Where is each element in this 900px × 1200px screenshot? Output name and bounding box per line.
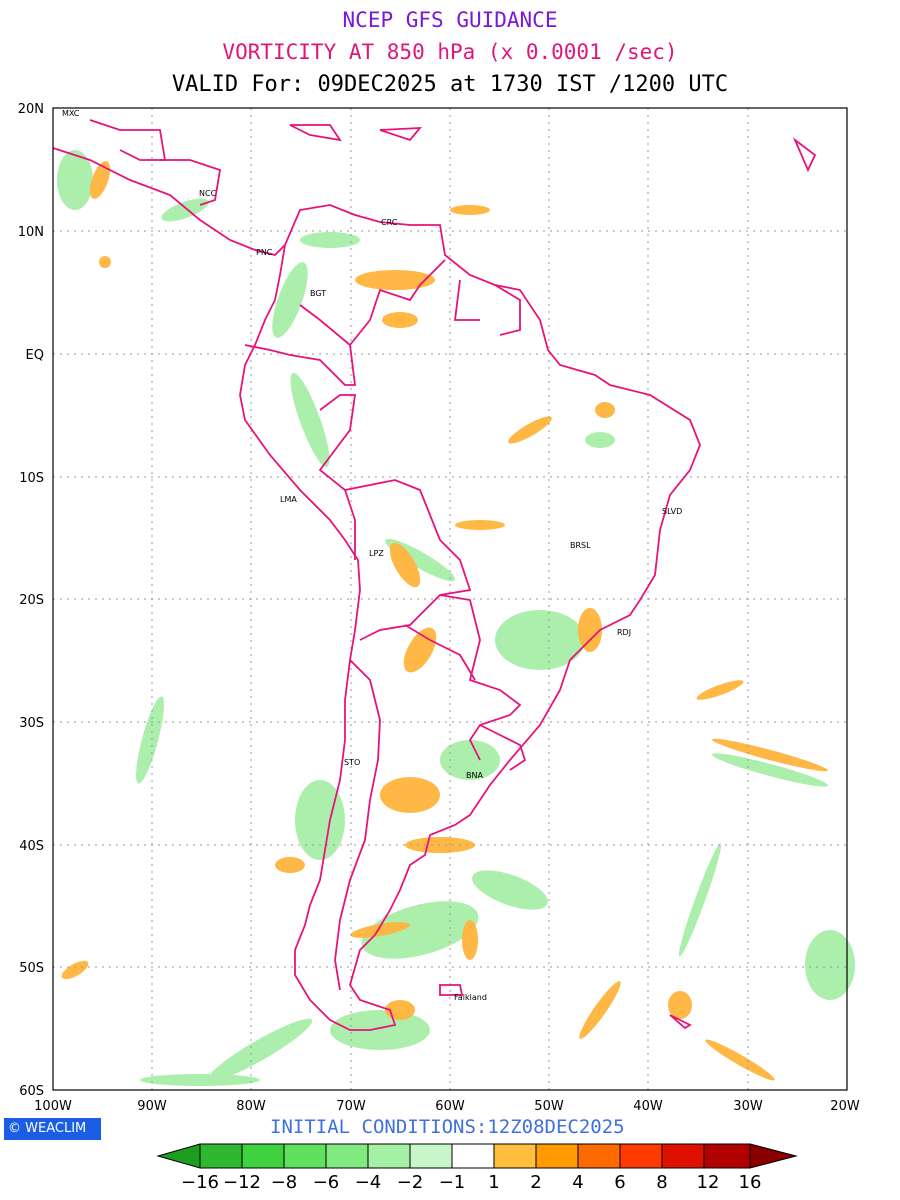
vorticity-field <box>57 150 855 1086</box>
city-label-lma: LMA <box>280 495 297 504</box>
colorbar-bin <box>241 1143 285 1169</box>
colorbar-label: −6 <box>313 1172 340 1193</box>
colorbar-bin <box>451 1143 495 1169</box>
lat-label: 10S <box>19 471 44 486</box>
colorbar-bin <box>409 1143 453 1169</box>
lon-label: 40W <box>633 1099 663 1114</box>
city-label-ncc: NCC <box>199 189 217 198</box>
map-grid <box>53 108 847 1090</box>
colorbar-bin <box>493 1143 537 1169</box>
lon-label: 50W <box>534 1099 564 1114</box>
lon-label: 20W <box>830 1099 860 1114</box>
lat-label: 20S <box>19 593 44 608</box>
city-label-brsl: BRSL <box>570 541 591 550</box>
city-label-slvd: SLVD <box>662 507 682 516</box>
lon-label: 100W <box>34 1099 72 1114</box>
colorbar-label: 1 <box>488 1172 499 1193</box>
valid-time: VALID For: 09DEC2025 at 1730 IST /1200 U… <box>171 72 729 97</box>
colorbar-label: −1 <box>439 1172 466 1193</box>
colorbar-label: −12 <box>223 1172 261 1193</box>
country-boundaries <box>52 119 817 1031</box>
city-label-sto: STO <box>344 758 360 767</box>
map-subtitle: VORTICITY AT 850 hPa (x 0.0001 /sec) <box>222 40 678 64</box>
colorbar-label: −2 <box>397 1172 424 1193</box>
initial-conditions: INITIAL CONDITIONS:12Z08DEC2025 <box>270 1116 625 1138</box>
city-label-rdj: RDJ <box>617 628 631 637</box>
lat-label: 10N <box>18 225 44 240</box>
city-label-pnc: PNC <box>256 248 273 257</box>
colorbar-label: 2 <box>530 1172 541 1193</box>
lon-label: 70W <box>336 1099 366 1114</box>
city-label-bna: BNA <box>466 771 483 780</box>
lon-label: 80W <box>236 1099 266 1114</box>
colorbar-bin <box>535 1143 579 1169</box>
lat-label: 40S <box>19 839 44 854</box>
colorbar-bin <box>325 1143 369 1169</box>
lat-label: EQ <box>26 348 44 363</box>
colorbar-label: −16 <box>181 1172 219 1193</box>
colorbar-bin <box>703 1143 751 1169</box>
lat-label: 60S <box>19 1084 44 1099</box>
colorbar-right-arrow <box>749 1143 798 1169</box>
colorbar-bin <box>283 1143 327 1169</box>
city-label-bgt: BGT <box>310 289 326 298</box>
lat-label: 20N <box>18 102 44 117</box>
colorbar-bin <box>661 1143 705 1169</box>
city-label-crc: CRC <box>381 218 398 227</box>
map-frame <box>52 107 848 1091</box>
colorbar-label: 16 <box>739 1172 762 1193</box>
colorbar-label: 12 <box>697 1172 720 1193</box>
weaclim-logo: © WEACLIM <box>4 1118 101 1140</box>
colorbar-label: 6 <box>614 1172 625 1193</box>
city-label-mxc: MXC <box>62 109 80 118</box>
colorbar-bin <box>577 1143 621 1169</box>
colorbar-label: 4 <box>572 1172 583 1193</box>
colorbar-bin <box>199 1143 243 1169</box>
colorbar-label: 8 <box>656 1172 667 1193</box>
lon-label: 60W <box>435 1099 465 1114</box>
map-title: NCEP GFS GUIDANCE <box>342 8 558 32</box>
lat-label: 50S <box>19 961 44 976</box>
colorbar-bin <box>367 1143 411 1169</box>
city-label-lpz: LPZ <box>369 549 384 558</box>
lat-label: 30S <box>19 716 44 731</box>
colorbar-label: −4 <box>355 1172 382 1193</box>
colorbar-left-arrow <box>156 1143 201 1169</box>
lon-label: 90W <box>137 1099 167 1114</box>
lon-label: 30W <box>733 1099 763 1114</box>
colorbar <box>156 1143 798 1169</box>
colorbar-label: −8 <box>271 1172 298 1193</box>
logo-text: WEACLIM <box>25 1121 87 1136</box>
colorbar-bin <box>619 1143 663 1169</box>
city-label-falkland: Falkland <box>454 993 487 1002</box>
copyright-icon: © <box>8 1121 21 1136</box>
